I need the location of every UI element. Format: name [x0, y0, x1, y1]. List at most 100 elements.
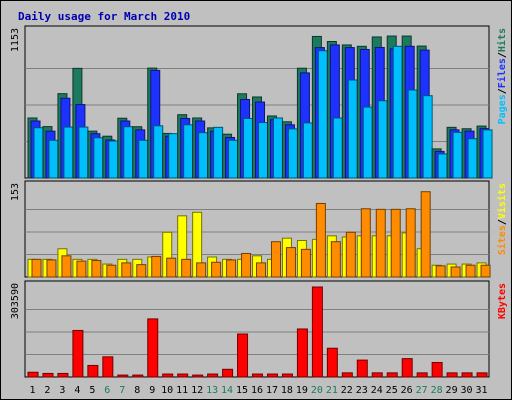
bar-sites-day-4 — [76, 260, 87, 278]
day-label: 5 — [89, 385, 95, 396]
bar-kbytes-day-18 — [281, 373, 293, 378]
bar-pages-day-10 — [168, 133, 179, 179]
bar-kbytes-day-30 — [461, 372, 473, 378]
day-label: 8 — [134, 385, 140, 396]
bar-kbytes-day-5 — [87, 364, 99, 378]
bar-sites-day-13 — [211, 261, 222, 278]
day-label: 25 — [386, 385, 398, 396]
day-label: 2 — [44, 385, 50, 396]
bar-kbytes-day-24 — [371, 372, 383, 378]
day-label: 11 — [176, 385, 188, 396]
bar-pages-day-3 — [63, 126, 74, 179]
bar-kbytes-day-3 — [57, 372, 69, 378]
bar-pages-day-4 — [78, 126, 89, 179]
bar-kbytes-day-26 — [401, 358, 413, 378]
legend-label: Files — [496, 58, 508, 88]
bar-kbytes-day-6 — [102, 356, 114, 378]
bar-kbytes-day-23 — [356, 359, 368, 378]
legend-label: Sites — [496, 225, 508, 255]
day-label: 6 — [104, 385, 110, 396]
bar-kbytes-day-31 — [476, 372, 488, 378]
bar-sites-day-3 — [61, 255, 72, 278]
bar-kbytes-day-14 — [222, 368, 234, 378]
day-label: 28 — [431, 385, 443, 396]
bar-pages-day-18 — [287, 128, 298, 179]
bar-sites-day-25 — [390, 208, 401, 278]
legend-label: Visits — [496, 183, 508, 219]
bar-pages-day-17 — [272, 117, 283, 179]
bar-kbytes-day-8 — [132, 374, 144, 378]
day-label: 31 — [475, 385, 487, 396]
bar-sites-day-17 — [270, 241, 281, 278]
bar-kbytes-day-4 — [72, 329, 84, 378]
day-label: 29 — [446, 385, 458, 396]
bar-kbytes-day-10 — [162, 373, 174, 378]
bar-sites-day-5 — [91, 260, 102, 278]
bar-pages-day-24 — [377, 100, 388, 179]
bar-kbytes-day-12 — [192, 374, 204, 378]
bar-pages-day-5 — [93, 137, 104, 179]
day-label: 30 — [461, 385, 473, 396]
bar-kbytes-day-15 — [237, 333, 249, 378]
bar-kbytes-day-1 — [27, 371, 39, 378]
day-label: 24 — [371, 385, 383, 396]
bar-pages-day-21 — [332, 117, 343, 179]
bar-sites-day-2 — [46, 259, 57, 278]
max-value-label: 1153 — [10, 28, 21, 52]
day-label: 3 — [59, 385, 65, 396]
bar-kbytes-day-29 — [446, 372, 458, 378]
bar-pages-day-2 — [48, 139, 59, 179]
bar-sites-day-26 — [405, 208, 416, 278]
bar-sites-day-21 — [330, 241, 341, 278]
bar-kbytes-day-17 — [266, 373, 278, 378]
day-label: 20 — [311, 385, 323, 396]
bar-sites-day-30 — [465, 264, 476, 278]
bar-pages-day-29 — [452, 131, 463, 179]
bar-sites-day-9 — [151, 255, 162, 278]
day-label: 18 — [281, 385, 293, 396]
legend-label: / — [497, 88, 508, 94]
day-label: 22 — [341, 385, 353, 396]
visits-sites-panel: 153 Sites/Visits — [10, 180, 508, 278]
bar-pages-day-16 — [258, 122, 269, 179]
bar-pages-day-31 — [482, 129, 493, 179]
day-label: 19 — [296, 385, 308, 396]
bar-pages-day-25 — [392, 45, 403, 179]
bar-pages-day-8 — [138, 139, 149, 179]
bar-sites-day-8 — [136, 264, 147, 278]
bar-sites-day-31 — [480, 264, 491, 278]
bar-kbytes-day-13 — [207, 373, 219, 378]
bar-pages-day-1 — [33, 127, 44, 179]
day-label: 27 — [416, 385, 428, 396]
day-label: 14 — [221, 385, 233, 396]
bar-sites-day-29 — [450, 266, 461, 278]
bar-pages-day-20 — [317, 50, 328, 179]
bar-kbytes-day-11 — [177, 373, 189, 378]
bar-pages-day-9 — [153, 125, 164, 179]
bar-sites-day-27 — [420, 191, 431, 278]
bar-pages-day-30 — [467, 138, 478, 179]
bar-pages-day-14 — [228, 139, 239, 179]
bar-pages-day-12 — [198, 132, 209, 179]
day-label: 17 — [266, 385, 278, 396]
bar-sites-day-24 — [375, 208, 386, 278]
bar-kbytes-day-2 — [42, 372, 54, 378]
bar-pages-day-6 — [108, 140, 119, 179]
bar-kbytes-day-21 — [326, 347, 338, 378]
bar-sites-day-1 — [31, 258, 42, 278]
kbytes-panel: 303590 KBytes — [10, 280, 508, 378]
bar-kbytes-day-27 — [416, 372, 428, 378]
bar-pages-day-28 — [437, 153, 448, 179]
visits-sites-legend: Sites/Visits — [496, 183, 508, 255]
hits-files-pages-legend: Pages/Files/Hits — [496, 28, 508, 124]
bar-kbytes-day-22 — [341, 372, 353, 378]
legend-label: Hits — [496, 28, 508, 52]
bar-sites-day-23 — [360, 208, 371, 278]
bar-pages-day-26 — [407, 89, 418, 179]
day-label: 26 — [401, 385, 413, 396]
bar-sites-day-16 — [256, 262, 267, 278]
bar-sites-day-7 — [121, 262, 132, 278]
bar-sites-day-15 — [241, 252, 252, 278]
bar-kbytes-day-28 — [431, 361, 443, 378]
legend-label: KBytes — [497, 283, 508, 319]
